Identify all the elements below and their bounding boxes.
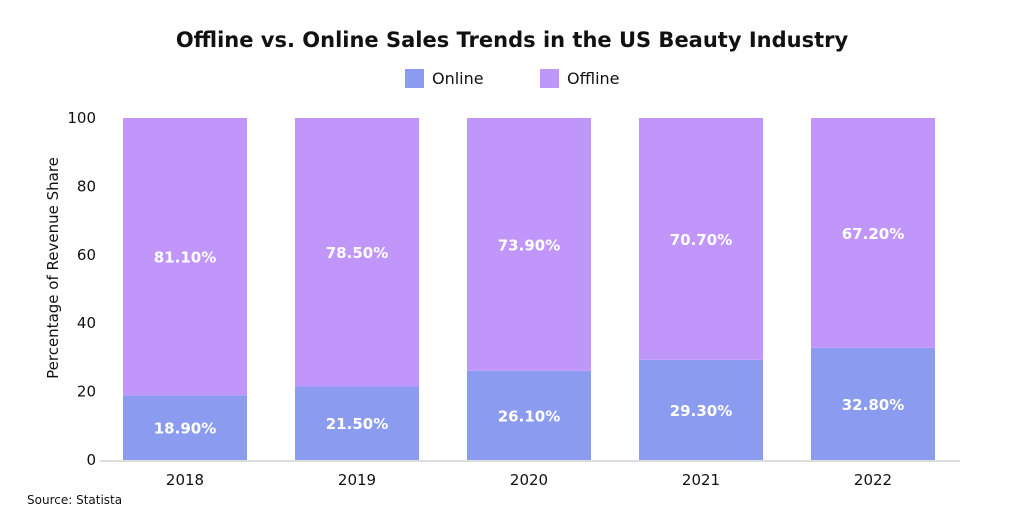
bar-offline-2020 bbox=[467, 118, 591, 371]
data-label: 67.20% bbox=[842, 225, 904, 243]
legend-label-offline: Offline bbox=[567, 69, 620, 88]
bar-online-2020 bbox=[467, 370, 591, 460]
bar-offline-2022 bbox=[811, 118, 935, 348]
bar-online-2018 bbox=[123, 395, 247, 460]
legend-swatch-offline bbox=[540, 69, 559, 88]
data-label: 81.10% bbox=[154, 249, 216, 267]
data-label: 18.90% bbox=[154, 420, 216, 438]
x-tick-label: 2021 bbox=[682, 471, 720, 489]
x-tick-label: 2018 bbox=[166, 471, 204, 489]
y-tick-label: 100 bbox=[67, 109, 96, 127]
legend-swatch-online bbox=[405, 69, 424, 88]
bar-online-2019 bbox=[295, 386, 419, 460]
bar-offline-2018 bbox=[123, 118, 247, 396]
data-label: 26.10% bbox=[498, 407, 560, 425]
data-label: 29.30% bbox=[670, 402, 732, 420]
y-tick-label: 80 bbox=[77, 177, 96, 195]
legend: Online Offline bbox=[405, 69, 620, 88]
source-note: Source: Statista bbox=[27, 493, 122, 507]
y-tick-label: 20 bbox=[77, 383, 96, 401]
chart-title: Offline vs. Online Sales Trends in the U… bbox=[176, 28, 849, 52]
data-label: 78.50% bbox=[326, 244, 388, 262]
bar-online-2022 bbox=[811, 347, 935, 460]
data-label: 73.90% bbox=[498, 236, 560, 254]
legend-label-online: Online bbox=[432, 69, 484, 88]
y-tick-label: 60 bbox=[77, 246, 96, 264]
y-tick-label: 0 bbox=[86, 451, 96, 469]
x-tick-label: 2019 bbox=[338, 471, 376, 489]
x-tick-label: 2022 bbox=[854, 471, 892, 489]
y-axis-label: Percentage of Revenue Share bbox=[44, 157, 62, 379]
data-label: 70.70% bbox=[670, 231, 732, 249]
data-label: 21.50% bbox=[326, 415, 388, 433]
y-tick-label: 40 bbox=[77, 314, 96, 332]
bar-online-2021 bbox=[639, 359, 763, 460]
bar-offline-2019 bbox=[295, 118, 419, 387]
bar-offline-2021 bbox=[639, 118, 763, 360]
data-label: 32.80% bbox=[842, 396, 904, 414]
x-tick-label: 2020 bbox=[510, 471, 548, 489]
